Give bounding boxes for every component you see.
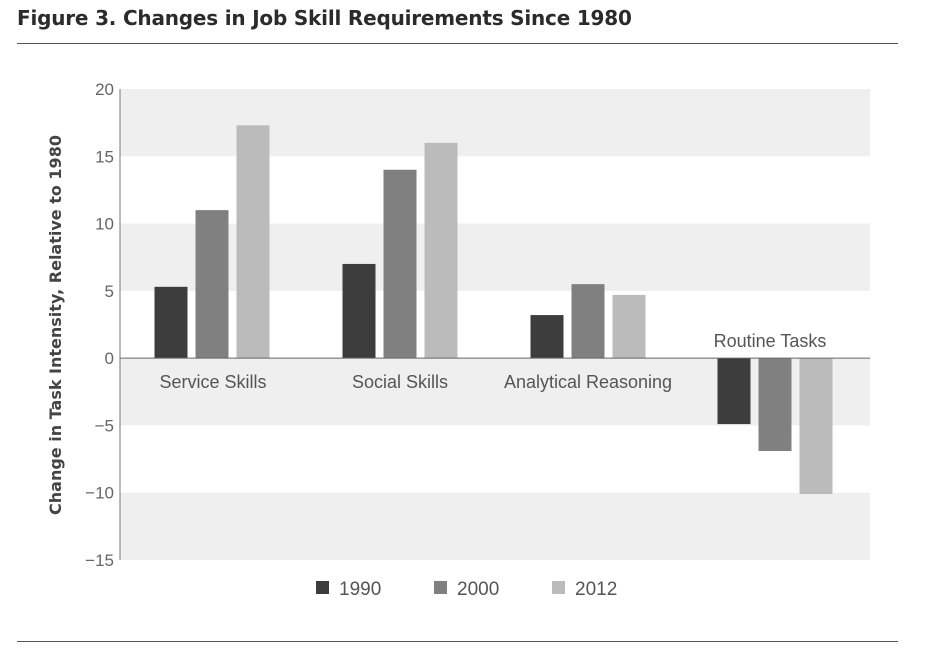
bar xyxy=(530,315,564,359)
category-label: Analytical Reasoning xyxy=(504,372,672,392)
grid-band xyxy=(120,223,870,291)
category-label: Social Skills xyxy=(352,372,448,392)
bar xyxy=(383,169,417,359)
bar xyxy=(195,210,229,359)
axes xyxy=(119,89,870,560)
y-tick-label: 5 xyxy=(105,282,114,301)
grid-bands xyxy=(120,89,870,560)
bar xyxy=(758,358,792,451)
y-tick-labels: 20 15 10 5 0 −5 −10 −15 xyxy=(85,80,114,570)
y-tick-label: 15 xyxy=(95,147,114,166)
y-axis-title: Change in Task Intensity, Relative to 19… xyxy=(46,135,65,515)
category-label: Service Skills xyxy=(159,372,266,392)
grid-band xyxy=(120,492,870,560)
legend-item: 1990 xyxy=(316,579,381,600)
legend-swatch xyxy=(552,581,565,594)
top-rule xyxy=(17,43,898,44)
legend-item: 2000 xyxy=(434,579,499,600)
bar xyxy=(236,125,270,359)
bar xyxy=(612,294,646,359)
y-tick-label: −10 xyxy=(85,484,114,503)
category-label: Routine Tasks xyxy=(714,331,827,351)
category-labels: Service Skills Social Skills Analytical Re… xyxy=(159,331,826,392)
legend-label: 2012 xyxy=(575,579,617,600)
y-tick-label: −5 xyxy=(95,416,114,435)
bar-chart: 20 15 10 5 0 −5 −10 −15 Service Skills Social Sk… xyxy=(46,80,870,600)
bar xyxy=(342,263,376,359)
legend-swatch xyxy=(316,581,329,594)
bar xyxy=(717,358,751,425)
legend-label: 2000 xyxy=(457,579,499,600)
legend-swatch xyxy=(434,581,447,594)
bar xyxy=(154,286,188,359)
legend-item: 2012 xyxy=(552,579,617,600)
bottom-rule xyxy=(17,641,898,642)
y-tick-label: 0 xyxy=(105,349,114,368)
bar xyxy=(424,142,458,359)
bar xyxy=(571,284,605,359)
y-tick-label: 10 xyxy=(95,215,114,234)
y-tick-label: 20 xyxy=(95,80,114,99)
grid-band xyxy=(120,89,870,157)
legend-label: 1990 xyxy=(339,579,381,600)
bar xyxy=(799,358,833,495)
y-tick-label: −15 xyxy=(85,551,114,570)
bars xyxy=(154,125,833,495)
legend: 1990 2000 2012 xyxy=(316,579,617,600)
figure-title: Figure 3. Changes in Job Skill Requireme… xyxy=(17,6,632,30)
